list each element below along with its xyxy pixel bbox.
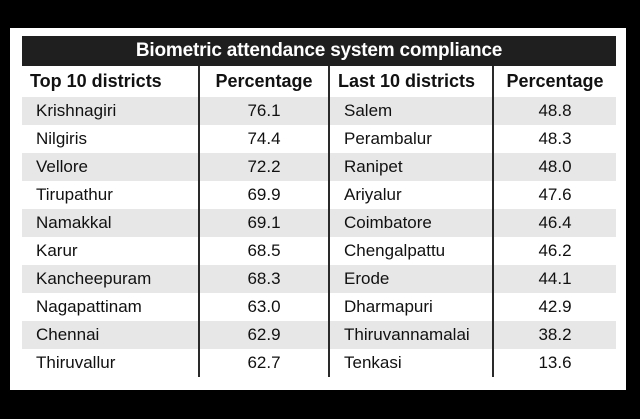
table-row: Tirupathur 69.9 Ariyalur 47.6 — [22, 181, 616, 209]
top-district-name: Chennai — [36, 325, 100, 344]
table-row: Vellore 72.2 Ranipet 48.0 — [22, 153, 616, 181]
top-district-name: Tirupathur — [36, 185, 113, 204]
top-district-name: Thiruvallur — [36, 353, 116, 372]
top-district-percentage: 69.1 — [198, 209, 328, 237]
header-top-percentage: Percentage — [198, 66, 328, 97]
last-district-percentage: 48.3 — [492, 125, 616, 153]
table-title: Biometric attendance system compliance — [22, 36, 616, 66]
top-district-name: Nilgiris — [36, 129, 87, 148]
top-district-percentage: 68.5 — [198, 237, 328, 265]
last-district-percentage: 46.4 — [492, 209, 616, 237]
table-row: Namakkal 69.1 Coimbatore 46.4 — [22, 209, 616, 237]
table-row: Kancheepuram 68.3 Erode 44.1 — [22, 265, 616, 293]
infographic-frame: Biometric attendance system compliance T… — [10, 28, 626, 390]
top-district-percentage: 72.2 — [198, 153, 328, 181]
last-district-name: Coimbatore — [328, 209, 492, 237]
table-row: Karur 68.5 Chengalpattu 46.2 — [22, 237, 616, 265]
table-row: Krishnagiri 76.1 Salem 48.8 — [22, 97, 616, 125]
top-district-percentage: 74.4 — [198, 125, 328, 153]
last-district-percentage: 44.1 — [492, 265, 616, 293]
last-district-percentage: 48.8 — [492, 97, 616, 125]
last-district-name: Ariyalur — [328, 181, 492, 209]
top-district-percentage: 63.0 — [198, 293, 328, 321]
header-top-districts: Top 10 districts — [30, 71, 162, 91]
top-district-name: Karur — [36, 241, 78, 260]
last-district-percentage: 46.2 — [492, 237, 616, 265]
table-row: Nagapattinam 63.0 Dharmapuri 42.9 — [22, 293, 616, 321]
top-district-name: Nagapattinam — [36, 297, 142, 316]
top-district-name: Vellore — [36, 157, 88, 176]
last-district-name: Ranipet — [328, 153, 492, 181]
top-district-name: Krishnagiri — [36, 101, 117, 120]
last-district-name: Dharmapuri — [328, 293, 492, 321]
top-district-percentage: 76.1 — [198, 97, 328, 125]
top-district-name: Namakkal — [36, 213, 112, 232]
top-district-percentage: 62.9 — [198, 321, 328, 349]
last-district-name: Salem — [328, 97, 492, 125]
top-district-percentage: 68.3 — [198, 265, 328, 293]
last-district-name: Chengalpattu — [328, 237, 492, 265]
last-district-name: Thiruvannamalai — [328, 321, 492, 349]
header-last-percentage: Percentage — [492, 66, 616, 97]
table-row: Nilgiris 74.4 Perambalur 48.3 — [22, 125, 616, 153]
last-district-percentage: 13.6 — [492, 349, 616, 377]
top-district-percentage: 62.7 — [198, 349, 328, 377]
last-district-name: Tenkasi — [328, 349, 492, 377]
table-row: Thiruvallur 62.7 Tenkasi 13.6 — [22, 349, 616, 377]
top-district-percentage: 69.9 — [198, 181, 328, 209]
compliance-table: Top 10 districts Percentage Last 10 dist… — [22, 66, 616, 377]
last-district-name: Erode — [328, 265, 492, 293]
table-row: Chennai 62.9 Thiruvannamalai 38.2 — [22, 321, 616, 349]
table-header-row: Top 10 districts Percentage Last 10 dist… — [22, 66, 616, 97]
last-district-name: Perambalur — [328, 125, 492, 153]
top-district-name: Kancheepuram — [36, 269, 152, 288]
last-district-percentage: 38.2 — [492, 321, 616, 349]
last-district-percentage: 48.0 — [492, 153, 616, 181]
header-last-districts: Last 10 districts — [328, 66, 492, 97]
last-district-percentage: 47.6 — [492, 181, 616, 209]
last-district-percentage: 42.9 — [492, 293, 616, 321]
